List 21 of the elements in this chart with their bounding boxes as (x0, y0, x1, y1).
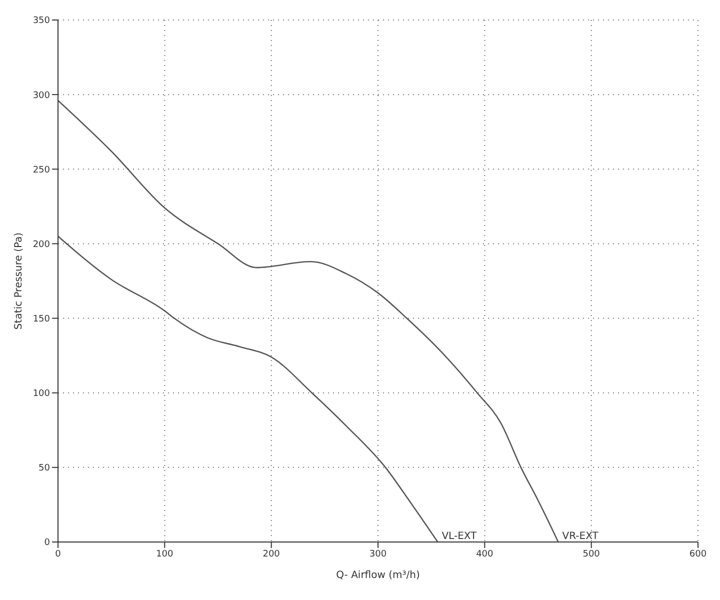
y-tick-label: 50 (38, 464, 50, 474)
y-tick-label: 0 (44, 538, 50, 548)
y-tick-label: 100 (32, 389, 50, 400)
series-label: VR-EXT (562, 531, 600, 542)
line-series (58, 100, 559, 542)
x-tick-label: 200 (262, 549, 280, 560)
y-tick-label: 300 (32, 90, 50, 101)
x-tick-label: 100 (156, 549, 174, 560)
x-tick-label: 300 (369, 549, 387, 560)
series-label: VL-EXT (442, 531, 478, 542)
x-tick-label: 0 (55, 549, 62, 560)
x-tick-label: 600 (689, 549, 707, 560)
x-tick-label: 400 (476, 549, 494, 560)
y-axis-title: Static Pressure (Pa) (14, 232, 25, 330)
x-tick-label: 500 (582, 549, 600, 560)
y-tick-label: 200 (32, 240, 50, 250)
x-axis-title: Q- Airflow (m³/h) (336, 570, 420, 581)
line-series (58, 236, 438, 542)
y-tick-label: 250 (32, 165, 50, 176)
y-tick-label: 150 (32, 314, 50, 324)
y-tick-label: 350 (32, 16, 50, 26)
